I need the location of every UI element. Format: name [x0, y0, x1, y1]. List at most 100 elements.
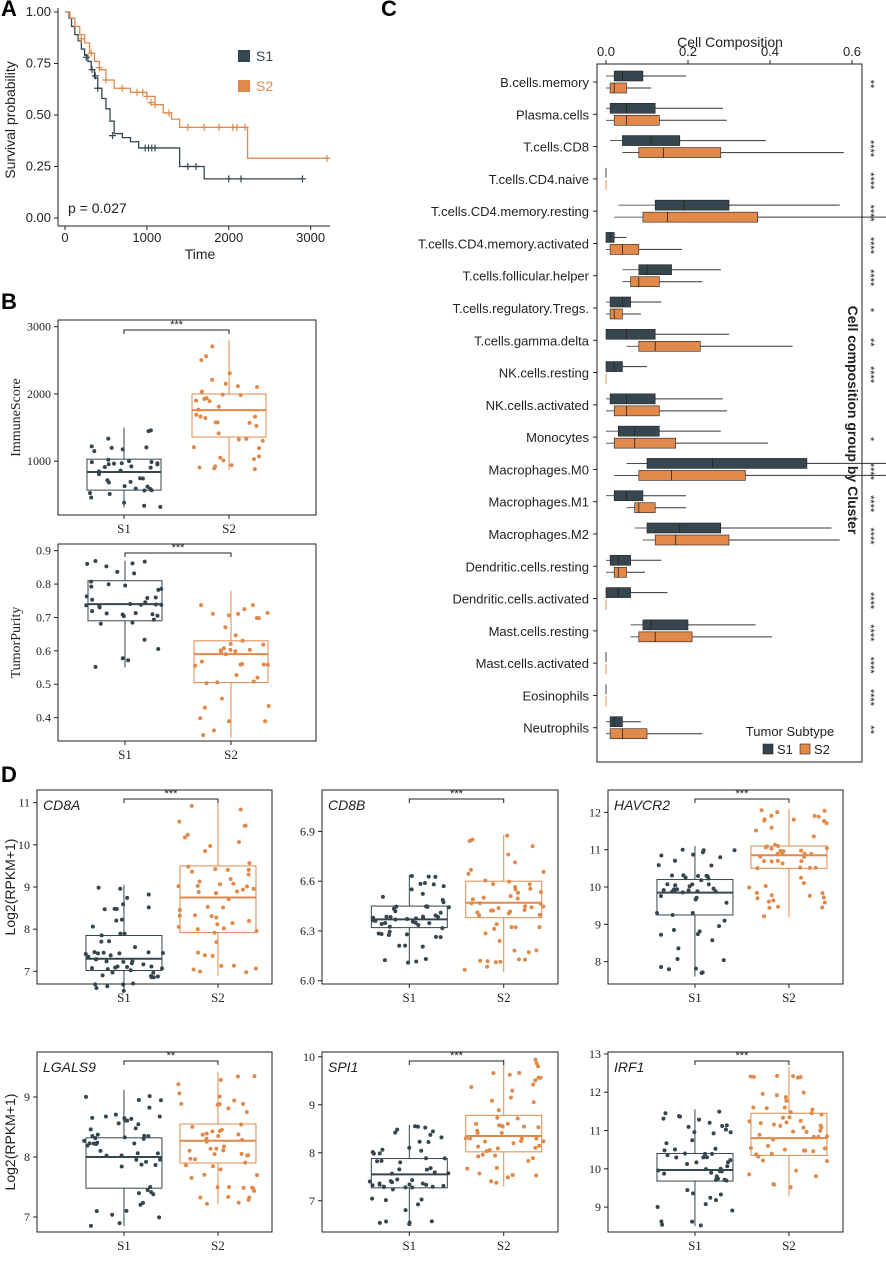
data-point	[410, 1185, 415, 1190]
data-point	[692, 1130, 697, 1135]
data-point	[825, 1134, 830, 1139]
gene-label: LGALS9	[43, 1059, 96, 1075]
cell-box-s1	[609, 393, 656, 405]
data-point	[92, 449, 97, 454]
data-point	[427, 921, 432, 926]
data-point	[703, 1202, 708, 1207]
data-point	[151, 617, 156, 622]
data-point	[439, 1135, 444, 1140]
data-point	[196, 950, 201, 955]
cell-type-label: T.cells.CD4.naive	[489, 172, 589, 187]
significance-stars: ****	[864, 463, 876, 481]
data-point	[155, 613, 160, 618]
data-point	[228, 641, 233, 646]
data-point	[89, 460, 94, 465]
data-point	[219, 696, 224, 701]
data-point	[508, 1095, 513, 1100]
cell-box-s1	[642, 619, 689, 631]
data-point	[780, 1115, 785, 1120]
km-censor-mark	[91, 72, 99, 80]
y-tick-label: 0.7	[36, 610, 51, 624]
data-point	[149, 964, 154, 969]
x-tick-label: S1	[688, 1238, 702, 1253]
data-point	[203, 849, 208, 854]
data-point	[523, 957, 528, 962]
cell-box-s1	[646, 522, 722, 534]
data-point	[142, 1133, 147, 1138]
data-point	[791, 1074, 796, 1079]
data-point	[226, 1106, 231, 1111]
data-point	[529, 905, 534, 910]
data-point	[696, 873, 701, 878]
data-point	[193, 663, 198, 668]
data-point	[177, 1091, 182, 1096]
significance-stars: ****	[864, 657, 876, 675]
data-point	[807, 865, 812, 870]
legend-label-s2: S2	[256, 78, 273, 94]
significance-stars: ****	[864, 140, 876, 158]
data-point	[263, 719, 268, 724]
data-point	[813, 1174, 818, 1179]
data-point	[491, 882, 496, 887]
data-point	[680, 847, 685, 852]
data-point	[83, 951, 88, 956]
data-point	[121, 902, 126, 907]
data-point	[215, 680, 220, 685]
data-point	[709, 863, 714, 868]
y-tick-label: 7	[309, 1194, 315, 1208]
data-point	[134, 1157, 139, 1162]
data-point	[691, 1191, 696, 1196]
data-point	[494, 1165, 499, 1170]
data-point	[801, 881, 806, 886]
data-point	[390, 1187, 395, 1192]
data-point	[234, 673, 239, 678]
data-point	[132, 1141, 137, 1146]
data-point	[775, 1073, 780, 1078]
data-point	[462, 967, 467, 972]
data-point	[153, 602, 158, 607]
data-point	[221, 458, 226, 463]
data-point	[177, 908, 182, 913]
data-point	[511, 1141, 516, 1146]
data-point	[190, 1124, 195, 1129]
cell-box-s2	[609, 728, 648, 740]
data-point	[136, 1191, 141, 1196]
data-point	[142, 637, 147, 642]
data-point	[492, 926, 497, 931]
data-point	[533, 1078, 538, 1083]
data-point	[726, 1160, 731, 1165]
data-point	[821, 895, 826, 900]
data-point	[811, 834, 816, 839]
y-axis-label: ImmuneScore	[9, 378, 24, 457]
significance-bracket	[124, 552, 232, 557]
data-point	[424, 1182, 429, 1187]
data-point	[210, 1129, 215, 1134]
data-point	[522, 907, 527, 912]
data-point	[655, 1205, 660, 1210]
data-point	[782, 1105, 787, 1110]
data-point	[791, 1129, 796, 1134]
data-point	[675, 956, 680, 961]
y-tick-label: 2000	[27, 387, 51, 401]
x-tick-label: S1	[117, 1238, 131, 1253]
data-point	[755, 896, 760, 901]
data-point	[376, 931, 381, 936]
data-point	[701, 848, 706, 853]
data-point	[527, 882, 532, 887]
data-point	[89, 495, 94, 500]
data-point	[240, 638, 245, 643]
data-point	[126, 459, 131, 464]
data-point	[233, 649, 238, 654]
data-point	[158, 1098, 163, 1103]
data-point	[730, 1208, 735, 1213]
data-point	[93, 664, 98, 669]
significance-stars: ***	[170, 319, 184, 331]
data-point	[146, 950, 151, 955]
data-point	[476, 1144, 481, 1149]
data-point	[416, 923, 421, 928]
data-point	[149, 975, 154, 980]
data-point	[105, 984, 110, 989]
legend-label-s2: S2	[814, 742, 830, 757]
data-point	[498, 959, 503, 964]
data-point	[670, 889, 675, 894]
